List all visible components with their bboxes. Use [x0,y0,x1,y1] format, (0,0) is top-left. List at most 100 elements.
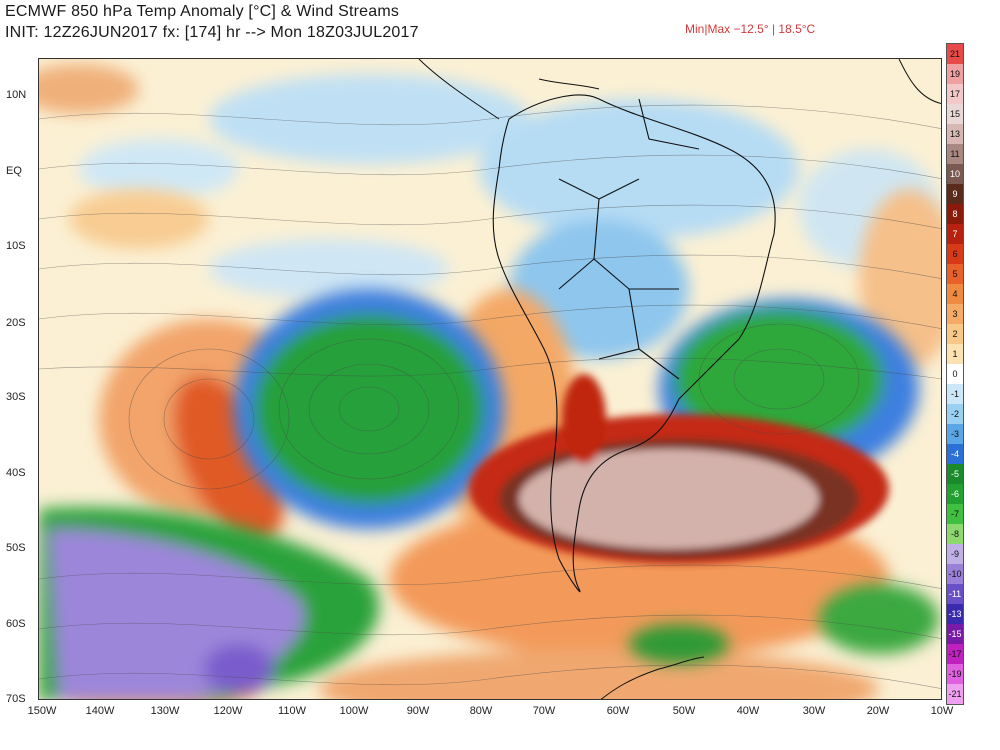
lat-label-60s: 60S [6,618,26,630]
map-init-line: INIT: 12Z26JUN2017 fx: [174] hr --> Mon … [5,24,419,41]
colorbar-label: -1 [950,389,959,399]
colorbar-swatch [947,604,963,624]
colorbar-swatch [947,84,963,104]
colorbar-swatch [947,284,963,304]
colorbar-label: -9 [950,549,959,559]
colorbar-swatch [947,684,963,704]
colorbar-swatch [947,264,963,284]
lat-label-20s: 20S [6,317,26,329]
colorbar-swatch [947,244,963,264]
lon-label-80w: 80W [469,705,493,717]
colorbar-label: -13 [948,609,962,619]
colorbar-swatch [947,524,963,544]
lat-label-eq: EQ [6,165,22,177]
lon-label-20w: 20W [866,705,890,717]
lon-label-60w: 60W [606,705,630,717]
colorbar-swatch [947,364,963,384]
colorbar-label: -10 [948,569,962,579]
lat-label-10s: 10S [6,240,26,252]
colorbar-label: -4 [950,449,959,459]
colorbar-label: -17 [948,649,962,659]
colorbar-label: 15 [949,109,960,119]
colorbar-label: -5 [950,469,959,479]
lon-label-50w: 50W [672,705,696,717]
colorbar-swatch [947,664,963,684]
colorbar-label: 5 [952,269,958,279]
colorbar-swatch [947,144,963,164]
colorbar-label: -2 [950,409,959,419]
colorbar-swatch [947,504,963,524]
colorbar-label: 8 [952,209,958,219]
colorbar-label: 0 [952,369,958,379]
colorbar-swatch [947,644,963,664]
lon-label-140w: 140W [85,705,115,717]
colorbar-swatch [947,564,963,584]
map-title: ECMWF 850 hPa Temp Anomaly [°C] & Wind S… [5,3,400,20]
colorbar-swatch [947,64,963,84]
lat-label-50s: 50S [6,542,26,554]
lon-label-10w: 10W [930,705,954,717]
colorbar-label: 11 [950,149,960,159]
colorbar-swatch [947,404,963,424]
colorbar-swatch [947,584,963,604]
lon-label-30w: 30W [802,705,826,717]
central-america-coastline [418,59,941,120]
colorbar-swatch [947,484,963,504]
lon-label-70w: 70W [532,705,556,717]
colorbar-label: 2 [952,329,958,339]
temperature-anomaly-colorbar: 21 19 17 15 13 11 10 9 8 7 6 5 4 3 2 1 0 -1 -2 -3 -4 -5 -6 -7 -8… [946,43,964,705]
colorbar-swatch [947,164,963,184]
colorbar-swatch [947,464,963,484]
colorbar-label: -21 [948,689,962,699]
colorbar-label: 13 [949,129,960,139]
colorbar-label: 1 [952,349,958,359]
colorbar-label: -19 [948,669,962,679]
colorbar-label: 9 [952,189,958,199]
antarctic-peninsula-coastline [600,656,705,699]
colorbar-label: -7 [950,509,959,519]
colorbar-label: 21 [949,49,960,59]
colorbar-label: -11 [948,589,962,599]
colorbar-label: 7 [952,229,958,239]
lon-label-110w: 110W [278,705,306,717]
colorbar-swatch [947,184,963,204]
colorbar-label: -15 [948,629,962,639]
lon-label-40w: 40W [736,705,760,717]
polar-cold-band [39,507,380,699]
colorbar-label: -3 [950,429,959,439]
colorbar-label: 10 [949,169,960,179]
colorbar-swatch [947,304,963,324]
map-canvas [39,59,941,699]
colorbar-swatch [947,124,963,144]
lon-label-90w: 90W [406,705,430,717]
lat-label-40s: 40S [6,467,26,479]
anomaly-map [38,58,942,700]
colorbar-swatch [947,104,963,124]
colorbar-swatch [947,344,963,364]
south-america-coastline [492,94,776,592]
colorbar-swatch [947,424,963,444]
colorbar-swatch [947,624,963,644]
colorbar-label: 3 [952,309,958,319]
colorbar-swatch [947,544,963,564]
colorbar-swatch [947,204,963,224]
colorbar-swatch [947,444,963,464]
lat-label-70s: 70S [6,693,26,705]
colorbar-swatch [947,384,963,404]
colorbar-label: -6 [950,489,959,499]
colorbar-swatch [947,324,963,344]
lon-label-120w: 120W [213,705,243,717]
lon-label-100w: 100W [339,705,369,717]
lat-label-10n: 10N [6,89,27,101]
minmax-readout: Min|Max −12.5° | 18.5°C [685,22,816,36]
lat-label-30s: 30S [6,391,26,403]
colorbar-label: 17 [949,89,960,99]
colorbar-swatch [947,44,963,64]
colorbar-label: -8 [950,529,959,539]
colorbar-swatch [947,224,963,244]
colorbar-label: 19 [949,69,960,79]
lon-label-150w: 150W [27,705,57,717]
colorbar-label: 6 [952,249,958,259]
warm-core-region [469,374,889,564]
wind-streamlines [39,104,941,689]
